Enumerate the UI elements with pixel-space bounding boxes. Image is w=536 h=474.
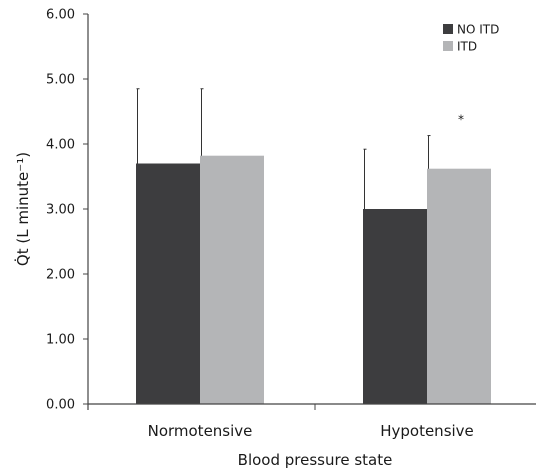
axes-layer — [87, 14, 536, 410]
bar-itd-normotensive — [200, 155, 264, 404]
x-tick-label: Hypotensive — [380, 422, 474, 440]
bars-layer — [136, 155, 491, 404]
legend-swatch-itd — [443, 41, 453, 51]
y-tick-label: 0.00 — [46, 398, 75, 413]
y-tick-label: 4.00 — [46, 138, 75, 153]
error-bars-layer — [136, 88, 431, 209]
bar-no-itd-normotensive — [136, 163, 200, 404]
bar-no-itd-hypotensive — [363, 209, 427, 404]
x-tick-label: Normotensive — [148, 422, 253, 440]
x-axis-title: Blood pressure state — [238, 451, 393, 469]
y-axis-title: Q̇t (L minute⁻¹) — [13, 152, 32, 266]
y-tick-label: 3.00 — [46, 203, 75, 218]
legend: NO ITD ITD — [443, 23, 499, 54]
legend-label-itd: ITD — [457, 40, 477, 54]
bar-itd-hypotensive — [427, 168, 491, 404]
y-tick-label: 2.00 — [46, 268, 75, 283]
annotations-layer: * — [458, 113, 464, 127]
significance-marker: * — [458, 113, 464, 127]
legend-label-no-itd: NO ITD — [457, 23, 499, 37]
y-tick-label: 1.00 — [46, 333, 75, 348]
y-tick-label: 6.00 — [46, 8, 75, 23]
legend-swatch-no-itd — [443, 24, 453, 34]
ticks-layer: 0.00 1.00 2.00 3.00 4.00 5.00 6.00 Normotensive… — [46, 8, 474, 441]
y-tick-label: 5.00 — [46, 73, 75, 88]
